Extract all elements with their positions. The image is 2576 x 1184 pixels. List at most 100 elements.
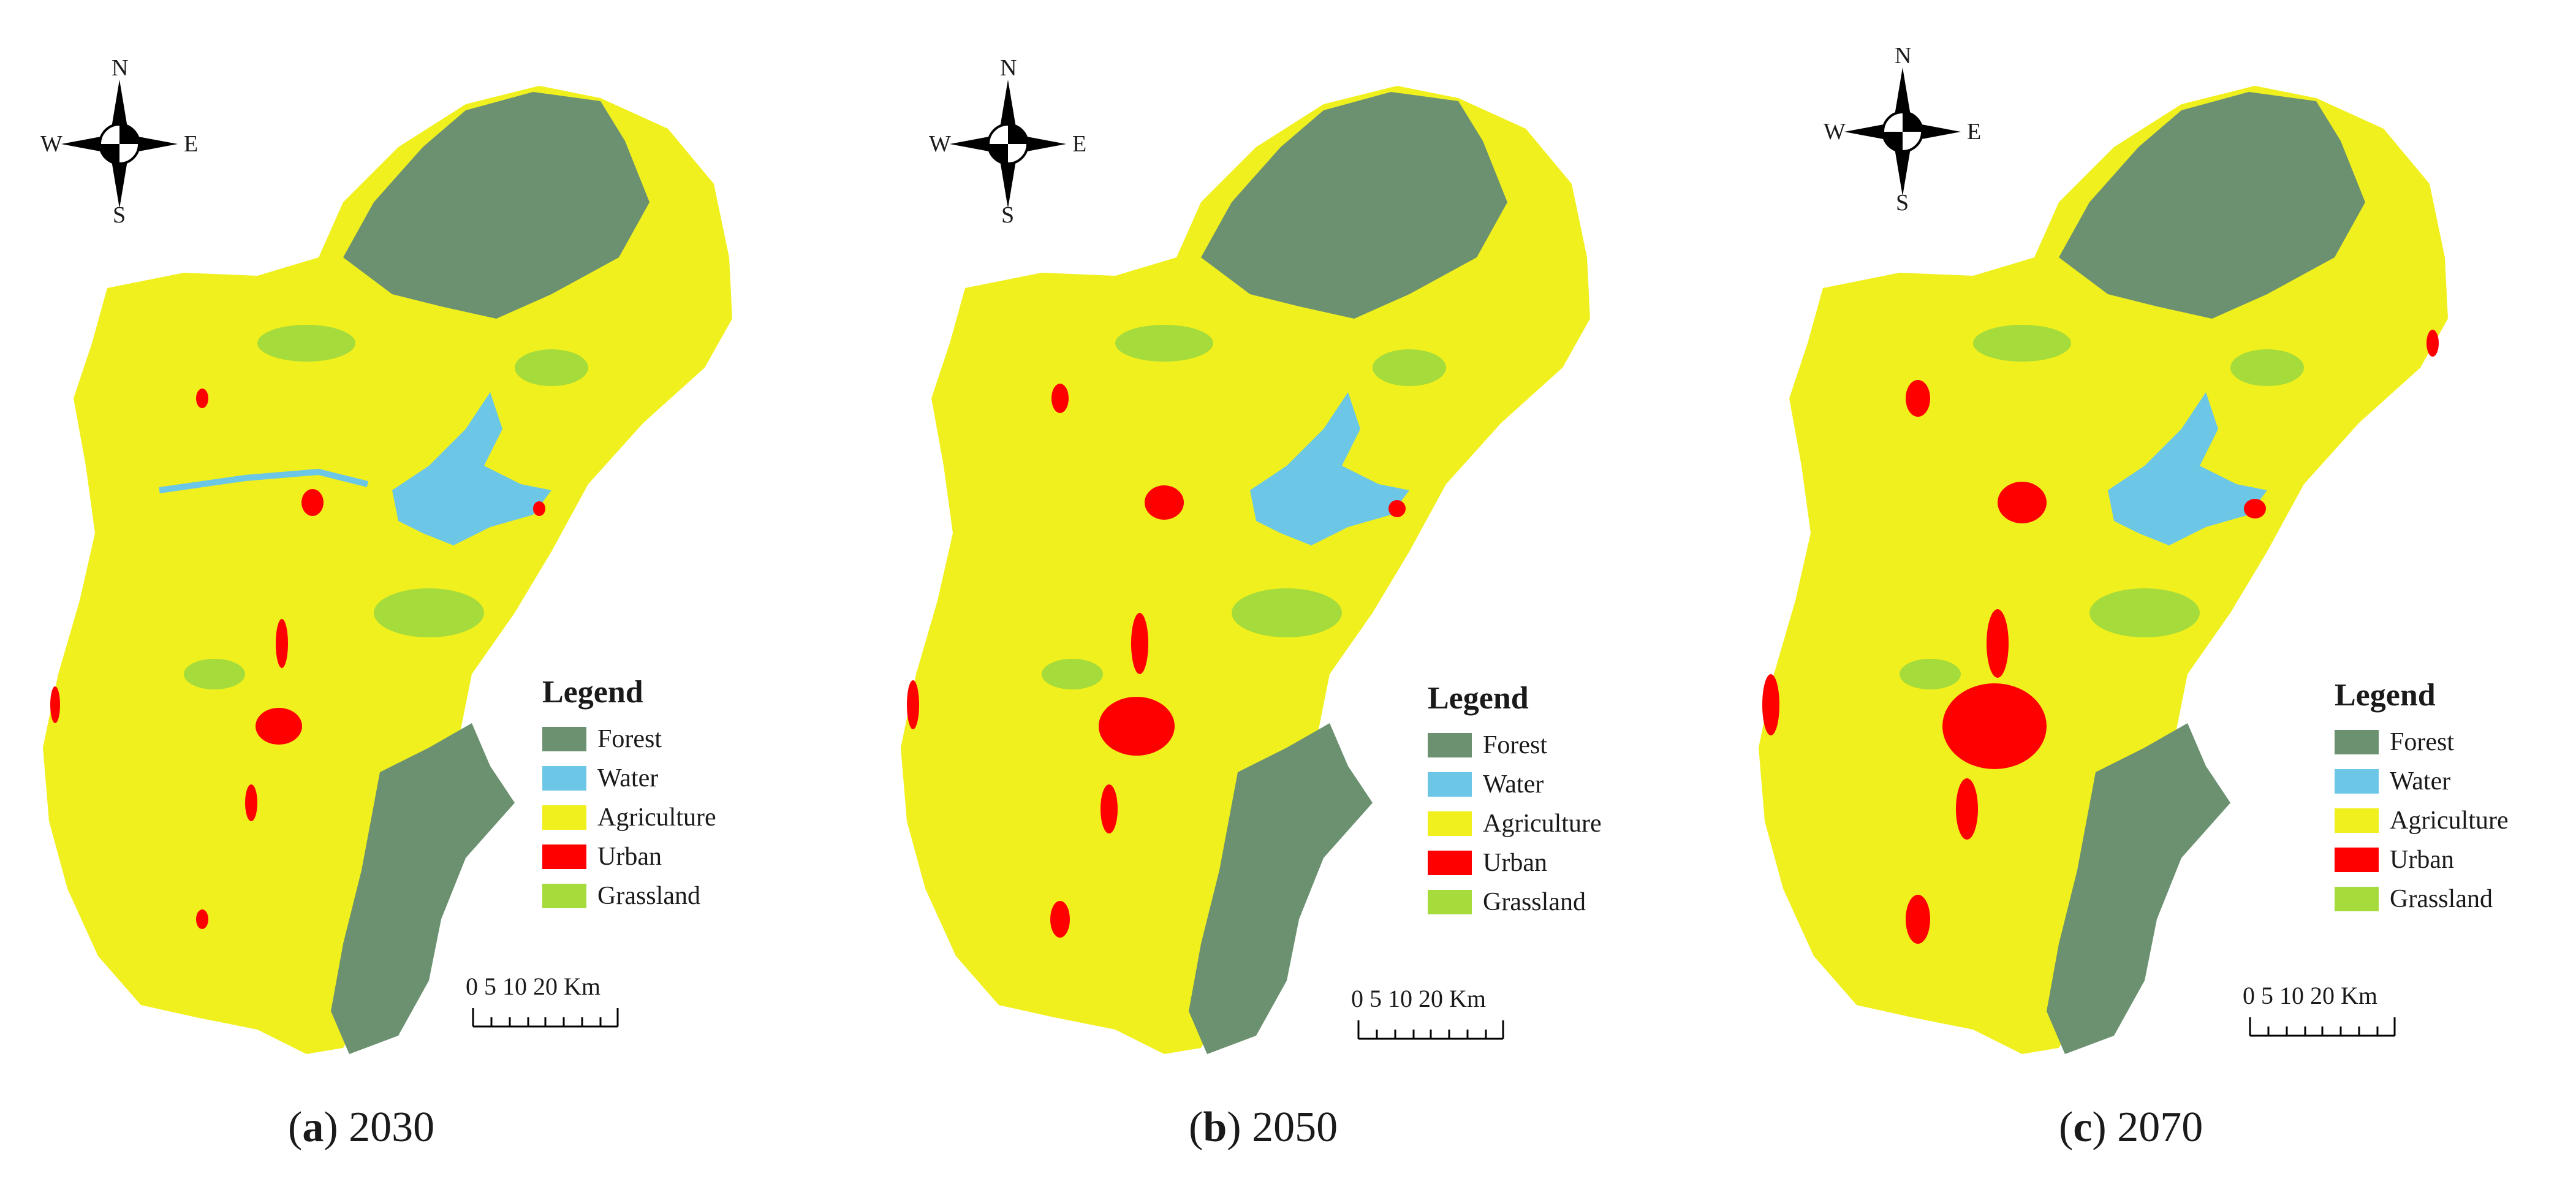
legend-item-forest: Forest: [2335, 723, 2567, 762]
land-use-map: [901, 86, 1590, 1054]
water-reservoir: [1250, 392, 1409, 545]
legend-item-agriculture: Agriculture: [1428, 804, 1661, 843]
panel-caption: (c) 2070: [2059, 1104, 2203, 1151]
compass-s: S: [1896, 190, 1909, 216]
compass-rose: N S W E: [1824, 44, 1981, 216]
legend-item-water: Water: [1428, 765, 1661, 804]
legend-label: Forest: [2390, 728, 2454, 756]
legend: Legend Forest Water Agriculture Urban Gr…: [2335, 677, 2567, 919]
scale-bar: 0 5 10 20 Km: [2243, 977, 2445, 1039]
legend-label: Agriculture: [2390, 806, 2509, 835]
legend-swatch: [542, 805, 586, 830]
legend-swatch: [1428, 772, 1472, 797]
legend-item-forest: Forest: [1428, 726, 1661, 765]
panel-letter: c: [2073, 1104, 2093, 1151]
urban-patches: [907, 384, 1406, 938]
legend-label: Urban: [2390, 846, 2454, 874]
scale-bar: 0 5 10 20 Km: [466, 968, 668, 1030]
compass-n: N: [112, 55, 129, 81]
compass-w: W: [1824, 119, 1846, 145]
urban-patches: [50, 389, 545, 929]
legend: Legend Forest Water Agriculture Urban Gr…: [1428, 680, 1661, 922]
scale-bar-ruler: [2249, 1017, 2396, 1037]
grassland-patches: [1900, 325, 2304, 689]
legend-label: Water: [2390, 767, 2451, 795]
legend-item-grassland: Grassland: [2335, 879, 2567, 919]
map-panel-c: N S W E Legend Forest Water Agriculture …: [1716, 0, 2576, 1184]
watershed-agriculture: [43, 86, 732, 1054]
compass-w: W: [929, 131, 951, 157]
scale-bar-labels: 0 5 10 20 Km: [1351, 985, 1486, 1012]
legend-swatch: [542, 766, 586, 791]
legend-item-urban: Urban: [2335, 840, 2567, 879]
compass-s: S: [113, 202, 126, 228]
compass-e: E: [1967, 119, 1982, 145]
legend: Legend Forest Water Agriculture Urban Gr…: [542, 674, 775, 916]
legend-item-agriculture: Agriculture: [542, 798, 775, 837]
legend-label: Water: [597, 764, 659, 792]
compass-rose: N S W E: [40, 56, 198, 228]
urban-patches: [1762, 330, 2439, 944]
legend-swatch: [1428, 733, 1472, 757]
grassland-patches: [184, 325, 588, 689]
map-panel-b: N S W E Legend Forest Water Agriculture …: [858, 0, 1716, 1184]
legend-item-water: Water: [2335, 762, 2567, 801]
legend-swatch: [1428, 811, 1472, 836]
forest-south: [331, 723, 515, 1054]
legend-label: Grassland: [1483, 888, 1586, 916]
legend-item-grassland: Grassland: [1428, 882, 1661, 922]
legend-swatch: [542, 727, 586, 751]
panel-year: 2050: [1252, 1104, 1338, 1151]
legend-label: Forest: [1483, 731, 1547, 759]
scale-bar-labels: 0 5 10 20 Km: [2243, 982, 2377, 1009]
north-arrow-icon: [1844, 67, 1961, 196]
legend-item-urban: Urban: [1428, 843, 1661, 882]
legend-label: Urban: [597, 843, 662, 871]
scale-bar-labels: 0 5 10 20 Km: [466, 973, 600, 1000]
legend-label: Agriculture: [1483, 810, 1602, 838]
legend-swatch: [2335, 848, 2379, 872]
legend-item-urban: Urban: [542, 837, 775, 876]
legend-item-grassland: Grassland: [542, 876, 775, 916]
legend-swatch: [1428, 851, 1472, 875]
scale-bar: 0 5 10 20 Km: [1351, 981, 1553, 1042]
legend-swatch: [542, 884, 586, 908]
forest-north: [343, 92, 650, 319]
legend-swatch: [542, 844, 586, 869]
north-arrow-icon: [61, 80, 178, 208]
water-reservoir: [392, 392, 551, 545]
scale-bar-ruler: [472, 1008, 619, 1028]
legend-label: Grassland: [597, 882, 700, 910]
panel-letter: a: [302, 1104, 324, 1151]
legend-item-agriculture: Agriculture: [2335, 801, 2567, 840]
compass-s: S: [1001, 202, 1015, 228]
map-panel-a: N S W E Legend Forest Water Agriculture …: [0, 0, 858, 1184]
legend-swatch: [2335, 769, 2379, 794]
legend-label: Urban: [1483, 849, 1547, 877]
compass-rose: N S W E: [929, 56, 1086, 228]
legend-swatch: [2335, 808, 2379, 833]
land-use-map: [1759, 86, 2448, 1054]
forest-north: [2059, 92, 2365, 319]
legend-label: Agriculture: [597, 803, 716, 832]
water-stream: [159, 468, 369, 493]
land-use-map: [43, 86, 732, 1054]
compass-n: N: [1895, 43, 1912, 69]
legend-label: Forest: [597, 725, 662, 753]
grassland-patches: [1042, 325, 1446, 689]
compass-n: N: [1000, 55, 1017, 81]
legend-item-water: Water: [542, 759, 775, 798]
legend-label: Grassland: [2390, 885, 2493, 913]
panel-year: 2030: [349, 1104, 435, 1151]
legend-label: Water: [1483, 770, 1544, 799]
forest-south: [2047, 723, 2230, 1054]
compass-e: E: [184, 131, 199, 157]
legend-swatch: [2335, 887, 2379, 911]
legend-title: Legend: [1428, 681, 1529, 716]
forest-north: [1201, 92, 1507, 319]
panel-year: 2070: [2117, 1104, 2203, 1151]
compass-e: E: [1072, 131, 1087, 157]
legend-title: Legend: [2335, 678, 2436, 713]
scale-bar-ruler: [1357, 1020, 1504, 1040]
watershed-agriculture: [1759, 86, 2448, 1054]
